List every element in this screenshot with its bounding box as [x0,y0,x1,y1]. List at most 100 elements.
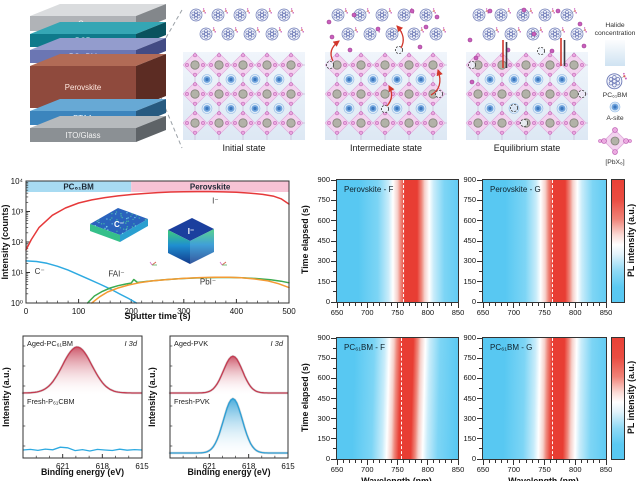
halide-ion [297,63,300,66]
reference-wavelength-dashed-line [552,180,553,302]
y-minor-tick [333,190,336,191]
xps-spectrum-panel: Aged-PVK Fresh-PVK I 3d 621 618 615 Binding en… [148,332,308,481]
y-tick-label: 750 [456,353,476,362]
crystal-lattice-initial [183,6,305,140]
halide-ion [564,92,567,95]
x-minor-tick [593,460,594,463]
x-minor-tick [409,460,410,463]
migrating-halide-ion [578,22,582,26]
pb-atom [570,90,578,98]
vacancy-dashed-circle [537,47,544,54]
halide-ion [484,121,487,124]
reference-wavelength-dashed-line [552,338,553,459]
pcbm-molecule-icon [354,8,370,21]
y-tick-label: 600 [310,373,330,382]
halide-ion [556,121,559,124]
y-tick [331,261,336,262]
halide-ion [343,121,346,124]
halide-ion [508,63,511,66]
halide-ion [391,63,394,66]
y-tick-label: 900 [456,175,476,184]
pb-atom [263,90,271,98]
x-minor-tick [355,303,356,306]
x-tick-label: 700 [502,465,526,474]
x-tick-label: 700 [355,308,379,317]
pb-atom [546,119,554,127]
halide-ion [431,83,434,86]
pl-intensity-gradient [337,338,458,459]
pb-atom [215,61,223,69]
halide-ion [468,92,471,95]
y-tick-label: 750 [310,195,330,204]
a-site-cation [344,104,354,114]
y-tick-label: 450 [310,236,330,245]
halide-ion [540,63,543,66]
y-axis-title: Intensity (a.u.) [2,367,11,427]
y-tick [477,200,482,201]
pcbm-molecule-icon [571,27,587,40]
x-minor-tick [343,460,344,463]
series-label: PbI⁻ [200,278,216,287]
x-minor-tick [361,303,362,306]
halide-ion [265,54,268,57]
x-minor-tick [343,303,344,306]
halide-ion [241,112,244,115]
halide-ion [508,92,511,95]
y-tick [477,261,482,262]
halide-ion [476,83,479,86]
pb-atom [191,90,199,98]
halide-ion [399,121,402,124]
series-label: I⁻ [212,197,218,206]
halide-ion [359,112,362,115]
a-site-cation [250,75,260,85]
halide-ion [185,63,188,66]
y-minor-tick [333,348,336,349]
a-site-cation [557,104,567,114]
x-tick-label: 750 [386,465,410,474]
pcbm-molecule-icon [256,8,272,21]
halide-ion [431,102,434,105]
halide-ion [383,131,386,134]
y-tick-label: 600 [456,216,476,225]
x-tick-label: 800 [416,308,440,317]
trace-label: Fresh-PVK [174,397,210,406]
x-minor-tick [599,303,600,306]
halide-ion [500,102,503,105]
halide-ion [273,63,276,66]
halide-ion [524,73,527,76]
stack-layer-label: Perovskite [65,83,101,92]
x-tick-label: 400 [230,307,244,316]
pl-heatmap-panel: PC₆₁BM - F 0 150 300 450 600 750 900 650 700 750 80… [336,337,459,460]
x-tick-label: 850 [446,308,470,317]
x-minor-tick [433,303,434,306]
halide-ion [241,131,244,134]
halide-ion [225,92,228,95]
y-tick-label: 0 [456,454,476,463]
x-tick-label: 850 [594,308,618,317]
x-minor-tick [489,460,490,463]
series-curve-I⁻ [26,192,289,250]
pb-atom [522,61,530,69]
halide-ion [572,73,575,76]
halide-ion [289,131,292,134]
crystal-lattice-intermediate [325,6,447,140]
x-minor-tick [433,460,434,463]
pb-atom [498,90,506,98]
y-minor-tick [333,448,336,449]
halide-ion [383,73,386,76]
halide-ion [548,102,551,105]
a-site-cation [485,75,495,85]
state-caption: Initial state [183,143,305,153]
pcbm-molecule-icon [332,8,348,21]
core-level-annotation: I 3d [124,339,137,348]
pl-heatmap-panel: PC₆₁BM - G 0 150 300 450 600 750 900 650 700 750 80… [482,337,607,460]
pl-intensity-colorbar [611,179,625,303]
a-site-cation [274,75,284,85]
y-tick [477,281,482,282]
x-minor-tick [391,303,392,306]
halide-ion [249,63,252,66]
y-tick-label: 10³ [11,207,23,216]
x-tick-label: 700 [502,308,526,317]
pcbm-molecule-icon [473,8,489,21]
x-minor-tick [349,460,350,463]
